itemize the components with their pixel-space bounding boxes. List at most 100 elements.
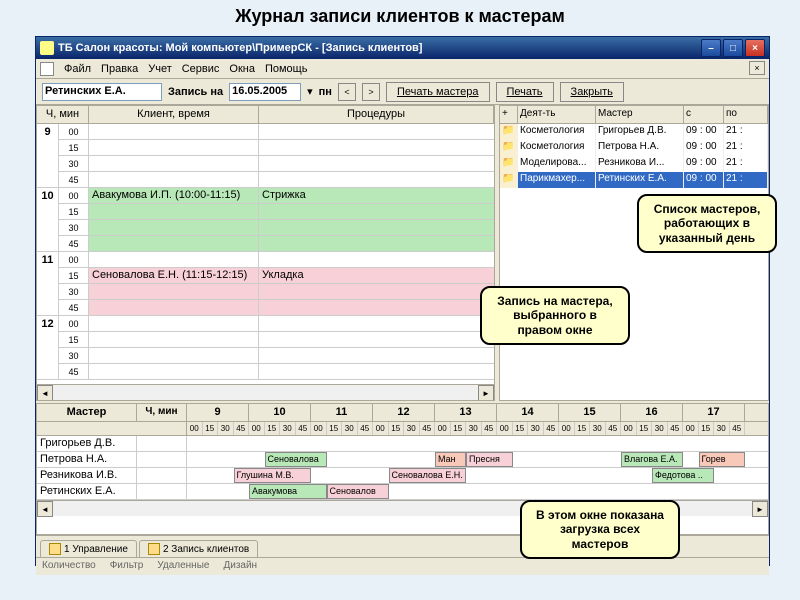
tl-quarter: 30 — [404, 422, 420, 435]
close-btn[interactable]: Закрыть — [560, 82, 624, 102]
tl-quarter: 00 — [621, 422, 637, 435]
minute-label: 00 — [59, 252, 89, 268]
tl-quarter: 30 — [528, 422, 544, 435]
tl-appointment[interactable]: Пресня — [466, 452, 513, 467]
status-bar: Количество Фильтр Удаленные Дизайн — [36, 557, 769, 575]
tl-master-name: Григорьев Д.В. — [37, 436, 137, 452]
tab-booking[interactable]: 2 Запись клиентов — [139, 540, 258, 557]
toolbar: Ретинских Е.А. Запись на 16.05.2005 ▾ пн… — [36, 79, 769, 105]
timeline-row[interactable]: Резникова И.В. Глушина М.В. Сеновалова Е.Н… — [37, 468, 768, 484]
next-day-button[interactable]: > — [362, 83, 380, 101]
tl-quarter: 15 — [327, 422, 343, 435]
tl-appointment[interactable]: Горев — [699, 452, 746, 467]
col-hm: Ч, мин — [137, 404, 187, 421]
schedule-row[interactable] — [89, 140, 494, 156]
callout-booking: Запись на мастера, выбранного в правом о… — [480, 286, 630, 345]
schedule-row[interactable] — [89, 124, 494, 140]
schedule-row[interactable] — [89, 364, 494, 380]
master-row[interactable]: 📁КосметологияГригорьев Д.В.09 : 0021 : — [500, 124, 768, 140]
callout-masters: Список мастеров, работающих в указанный … — [637, 194, 777, 253]
tl-appointment[interactable]: Влагова Е.А. — [621, 452, 683, 467]
schedule-row[interactable] — [89, 284, 494, 300]
tl-appointment[interactable]: Сеновалова — [265, 452, 327, 467]
tab-management[interactable]: 1 Управление — [40, 540, 137, 557]
print-master-button[interactable]: Печать мастера — [386, 82, 490, 102]
schedule-row[interactable] — [89, 172, 494, 188]
mdi-close-button[interactable]: × — [749, 61, 765, 75]
doc-icon — [40, 62, 54, 76]
schedule-row[interactable] — [89, 220, 494, 236]
maximize-button[interactable]: □ — [723, 39, 743, 57]
menu-accounting[interactable]: Учет — [148, 63, 172, 75]
tl-scroll-right-icon[interactable]: ► — [752, 501, 768, 517]
menu-help[interactable]: Помощь — [265, 63, 308, 75]
tab-icon — [49, 543, 61, 555]
minimize-button[interactable]: – — [701, 39, 721, 57]
schedule-row[interactable] — [89, 316, 494, 332]
minute-label: 00 — [59, 316, 89, 332]
tl-appointment[interactable]: Ман — [435, 452, 466, 467]
menu-windows[interactable]: Окна — [229, 63, 255, 75]
tl-hour: 14 — [497, 404, 559, 421]
minute-label: 00 — [59, 124, 89, 140]
print-button[interactable]: Печать — [496, 82, 554, 102]
tl-quarter: 15 — [389, 422, 405, 435]
callout-timeline: В этом окне показана загрузка всех масте… — [520, 500, 680, 559]
timeline-row[interactable]: Петрова Н.А.СеноваловаМанПресняВлагова Е… — [37, 452, 768, 468]
tl-appointment[interactable]: Сеновалова Е.Н. — [389, 468, 467, 483]
timeline-row[interactable]: Ретинских Е.А.АвакумоваСеновалов — [37, 484, 768, 500]
master-row[interactable]: 📁Парикмахер...Ретинских Е.А.09 : 0021 : — [500, 172, 768, 188]
menu-service[interactable]: Сервис — [182, 63, 220, 75]
tl-appointment[interactable]: Федотова .. — [652, 468, 714, 483]
hscrollbar[interactable]: ◄ ► — [37, 384, 494, 400]
folder-icon: 📁 — [500, 156, 518, 172]
page-title: Журнал записи клиентов к мастерам — [0, 0, 800, 31]
tl-quarter: 00 — [187, 422, 203, 435]
date-field[interactable]: 16.05.2005 — [229, 83, 301, 101]
master-row[interactable]: 📁КосметологияПетрова Н.А.09 : 0021 : — [500, 140, 768, 156]
tl-appointment[interactable]: Сеновалов — [327, 484, 389, 499]
schedule-row[interactable] — [89, 236, 494, 252]
schedule-row[interactable] — [89, 332, 494, 348]
minute-label: 15 — [59, 332, 89, 348]
prev-day-button[interactable]: < — [338, 83, 356, 101]
tl-hour: 17 — [683, 404, 745, 421]
master-select[interactable]: Ретинских Е.А. — [42, 83, 162, 101]
tl-quarter: 30 — [342, 422, 358, 435]
tl-appointment[interactable]: Авакумова — [249, 484, 327, 499]
menu-file[interactable]: Файл — [64, 63, 91, 75]
scroll-right-icon[interactable]: ► — [478, 385, 494, 401]
col-time: Ч, мин — [37, 106, 89, 123]
folder-icon: 📁 — [500, 172, 518, 188]
schedule-row[interactable] — [89, 300, 494, 316]
tl-hour: 15 — [559, 404, 621, 421]
minute-label: 15 — [59, 204, 89, 220]
col-proc: Процедуры — [259, 106, 494, 123]
close-button[interactable]: × — [745, 39, 765, 57]
tl-scroll-left-icon[interactable]: ◄ — [37, 501, 53, 517]
schedule-row[interactable] — [89, 204, 494, 220]
menu-edit[interactable]: Правка — [101, 63, 138, 75]
col-from: с — [684, 106, 724, 123]
tl-master-name: Резникова И.В. — [37, 468, 137, 484]
master-row[interactable]: 📁Моделирова...Резникова И...09 : 0021 : — [500, 156, 768, 172]
schedule-panel: Ч, мин Клиент, время Процедуры 900153045… — [36, 105, 495, 401]
timeline-row[interactable]: Григорьев Д.В. — [37, 436, 768, 452]
schedule-row[interactable]: Авакумова И.П. (10:00-11:15)Стрижка — [89, 188, 494, 204]
tl-quarter: 00 — [435, 422, 451, 435]
tl-quarter: 30 — [714, 422, 730, 435]
tl-appointment[interactable]: Глушина М.В. — [234, 468, 312, 483]
minute-label: 45 — [59, 236, 89, 252]
schedule-row[interactable] — [89, 156, 494, 172]
tl-quarter: 00 — [249, 422, 265, 435]
scroll-left-icon[interactable]: ◄ — [37, 385, 53, 401]
col-expand: + — [500, 106, 518, 123]
nav-label: Запись на — [168, 86, 223, 98]
minute-label: 45 — [59, 300, 89, 316]
status-filter: Фильтр — [110, 560, 144, 573]
schedule-row[interactable] — [89, 252, 494, 268]
tl-hour: 11 — [311, 404, 373, 421]
schedule-row[interactable]: Сеновалова Е.Н. (11:15-12:15)Укладка — [89, 268, 494, 284]
schedule-row[interactable] — [89, 348, 494, 364]
status-design: Дизайн — [223, 560, 257, 573]
